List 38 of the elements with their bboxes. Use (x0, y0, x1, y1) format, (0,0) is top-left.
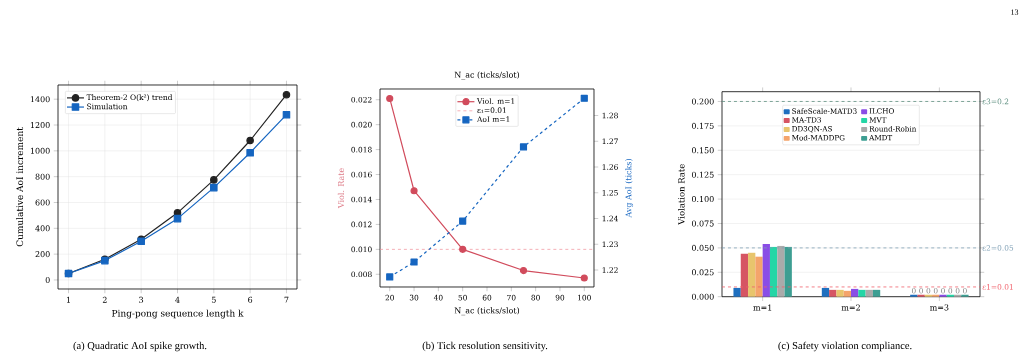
bar (829, 289, 837, 297)
bar (762, 243, 770, 297)
bar (755, 256, 763, 297)
point (459, 217, 467, 225)
point (410, 187, 418, 195)
bar (733, 287, 741, 297)
point (410, 258, 418, 266)
point (580, 94, 588, 102)
bar (836, 289, 844, 297)
bar (821, 287, 830, 297)
bar (872, 289, 881, 297)
bar (865, 289, 873, 297)
point (282, 90, 291, 99)
text: (b) Tick resolution sensitivity. (422, 341, 548, 352)
x-axis-title: Ping-pong sequence length k (112, 309, 244, 319)
y-axis-title: Violation Rate (678, 164, 685, 225)
point (210, 176, 218, 184)
bar (851, 288, 859, 297)
point (282, 110, 291, 119)
point (386, 94, 394, 103)
point (459, 245, 467, 253)
bar (777, 245, 785, 297)
text: (c) Safety violation compliance. (778, 341, 912, 352)
bar (843, 290, 852, 297)
y-axis-title: Cumulative AoI increment (16, 127, 24, 247)
point (210, 183, 218, 192)
point (580, 274, 588, 282)
bar (858, 289, 866, 297)
bar (784, 246, 792, 297)
point (519, 143, 528, 151)
bar (769, 246, 778, 297)
text: (a) Quadratic AoI spike growth. (73, 341, 207, 352)
bar (748, 252, 756, 297)
point (246, 148, 254, 157)
point (386, 273, 394, 281)
point (246, 136, 254, 145)
point (519, 266, 528, 275)
bar (740, 253, 749, 297)
